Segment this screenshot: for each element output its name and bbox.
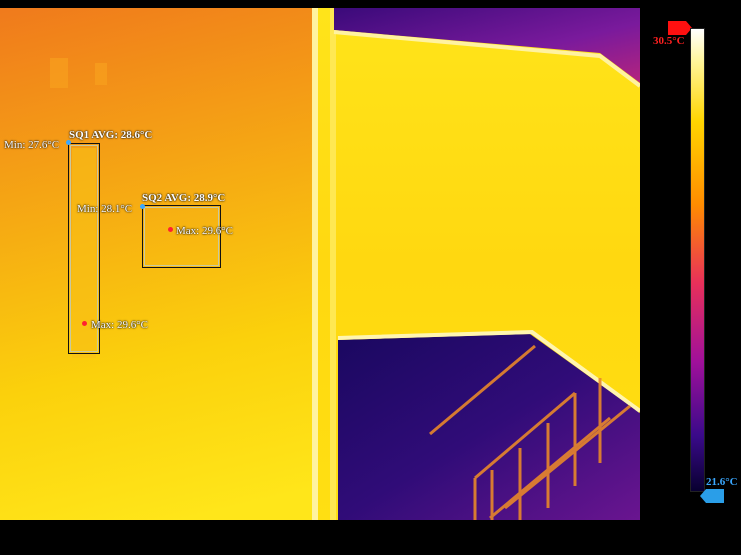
sq2-avg-label: SQ2 AVG: 28.9°C (142, 192, 226, 204)
sq2-min-label: Min: 28.1°C (77, 203, 133, 215)
sq2-min-marker (140, 204, 145, 209)
sq2-measure-box[interactable] (142, 205, 221, 268)
sq1-max-marker (82, 321, 87, 326)
min-temp-marker-icon (700, 489, 726, 508)
sq1-measure-box[interactable] (68, 143, 100, 354)
sq2-max-marker (168, 227, 173, 232)
sq1-avg-label: SQ1 AVG: 28.6°C (69, 129, 153, 141)
scale-min-label: 21.6°C (706, 476, 738, 488)
sq1-min-label: Min: 27.6°C (4, 139, 60, 151)
temperature-scale-bar (690, 28, 705, 492)
sq2-max-label: Max: 29.6°C (176, 225, 233, 237)
scale-max-label: 30.5°C (653, 35, 685, 47)
sq1-min-marker (66, 140, 71, 145)
thermal-image: SQ1 AVG: 28.6°C Min: 27.6°C Max: 29.6°C … (0, 8, 640, 520)
thermal-scene (0, 8, 640, 520)
sq1-max-label: Max: 29.6°C (91, 319, 148, 331)
